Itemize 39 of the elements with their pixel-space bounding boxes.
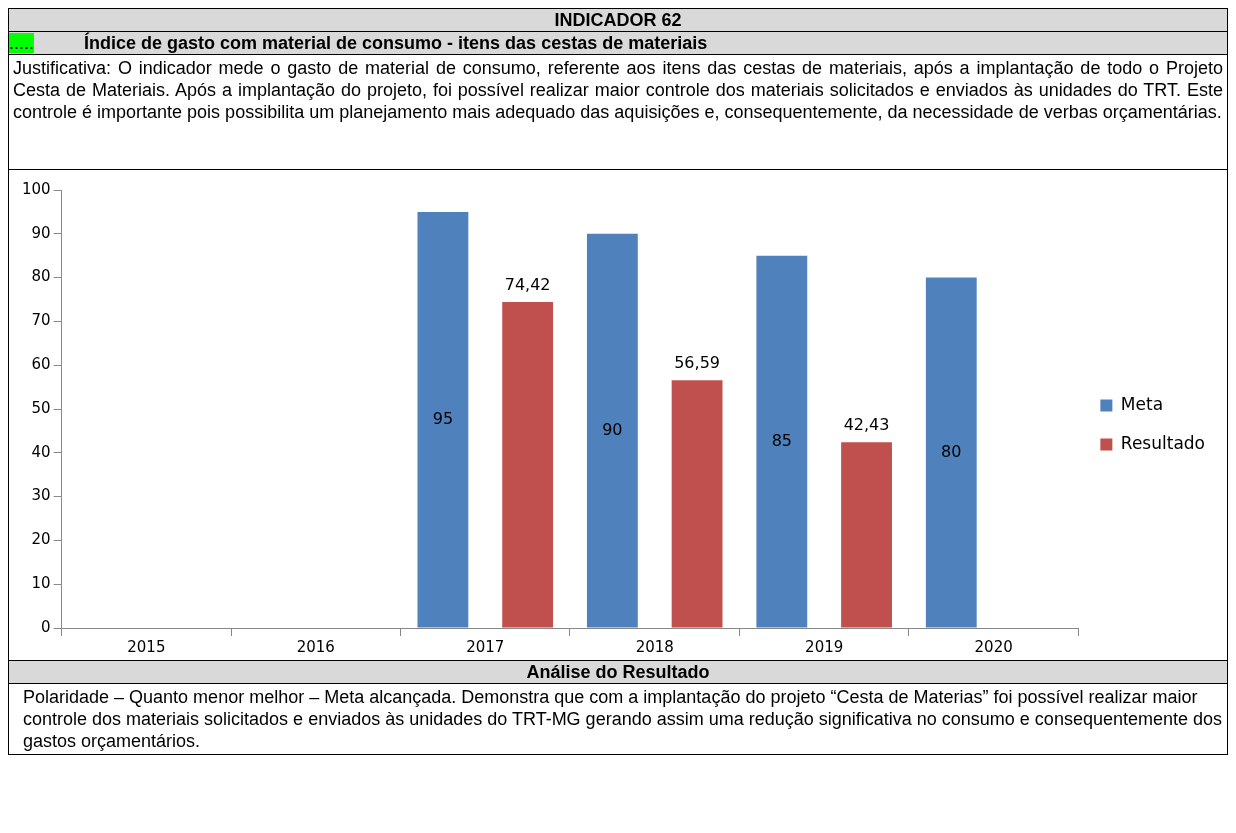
text: ..... [9, 33, 35, 53]
bar [502, 302, 554, 628]
chart-subtitle: Índice de gasto com material de consumo - itens das cestas de materiais [84, 33, 708, 53]
y-tick-label: 60 [31, 355, 51, 374]
y-tick-label: 80 [31, 267, 51, 286]
bar [925, 277, 977, 628]
x-tick-label: 2019 [805, 637, 844, 656]
bar [756, 255, 808, 628]
x-tick-label: 2020 [974, 637, 1013, 656]
y-tick-label: 100 [21, 179, 51, 198]
chart-title: INDICADOR 62 [8, 8, 1228, 32]
x-tick-label: 2016 [296, 637, 335, 656]
text: Justificativa: O indicador mede o gasto de material de consumo, referente aos itens das cestas de materiais, após a implantação de todo o Projeto Cesta de Materiais. Após a implantação do projeto, foi possível realizar maior controle dos materiais solicitados e enviados às unidades do TRT. Este controle é importante pois possibilita um planejamento mais adequado das aquisições e, consequentemente, da necessidade de verbas orçamentárias. [8, 54, 1228, 170]
y-tick-label: 70 [31, 311, 51, 330]
x-tick-label: 2015 [127, 637, 166, 656]
y-tick-label: 0 [41, 617, 51, 636]
data-label: 56,59 [674, 353, 720, 373]
x-tick-label: 2017 [466, 637, 505, 656]
y-tick-label: 40 [31, 442, 51, 461]
x-tick-label: 2018 [635, 637, 674, 656]
data-label: 74,42 [504, 275, 551, 295]
data-label: 80 [941, 441, 962, 461]
bar [671, 380, 723, 628]
legend-label: Resultado [1120, 432, 1205, 453]
y-tick-label: 90 [31, 223, 51, 242]
bar [841, 442, 892, 628]
bar [586, 233, 638, 628]
y-tick-label: 20 [31, 530, 51, 549]
data-label: 90 [602, 419, 623, 439]
data-label: 85 [771, 430, 792, 450]
y-tick-label: 50 [31, 398, 51, 417]
y-tick-label: 10 [31, 574, 51, 593]
y-tick-label: 30 [31, 486, 51, 505]
bar [417, 211, 469, 628]
text: Polaridade – Quanto menor melhor – Meta alcançada. Demonstra que com a implantação do projeto “Cesta de Materias” foi possível realizar maior controle dos materiais solicitados e enviados às unidades do TRT-MG gerando assim uma redução significativa no consumo e consequentemente dos gastos orçamentários. [8, 683, 1228, 755]
data-label: 42,43 [843, 415, 890, 435]
text: Análise do Resultado [8, 660, 1228, 684]
legend-label: Meta [1120, 393, 1164, 414]
data-label: 95 [432, 408, 454, 428]
